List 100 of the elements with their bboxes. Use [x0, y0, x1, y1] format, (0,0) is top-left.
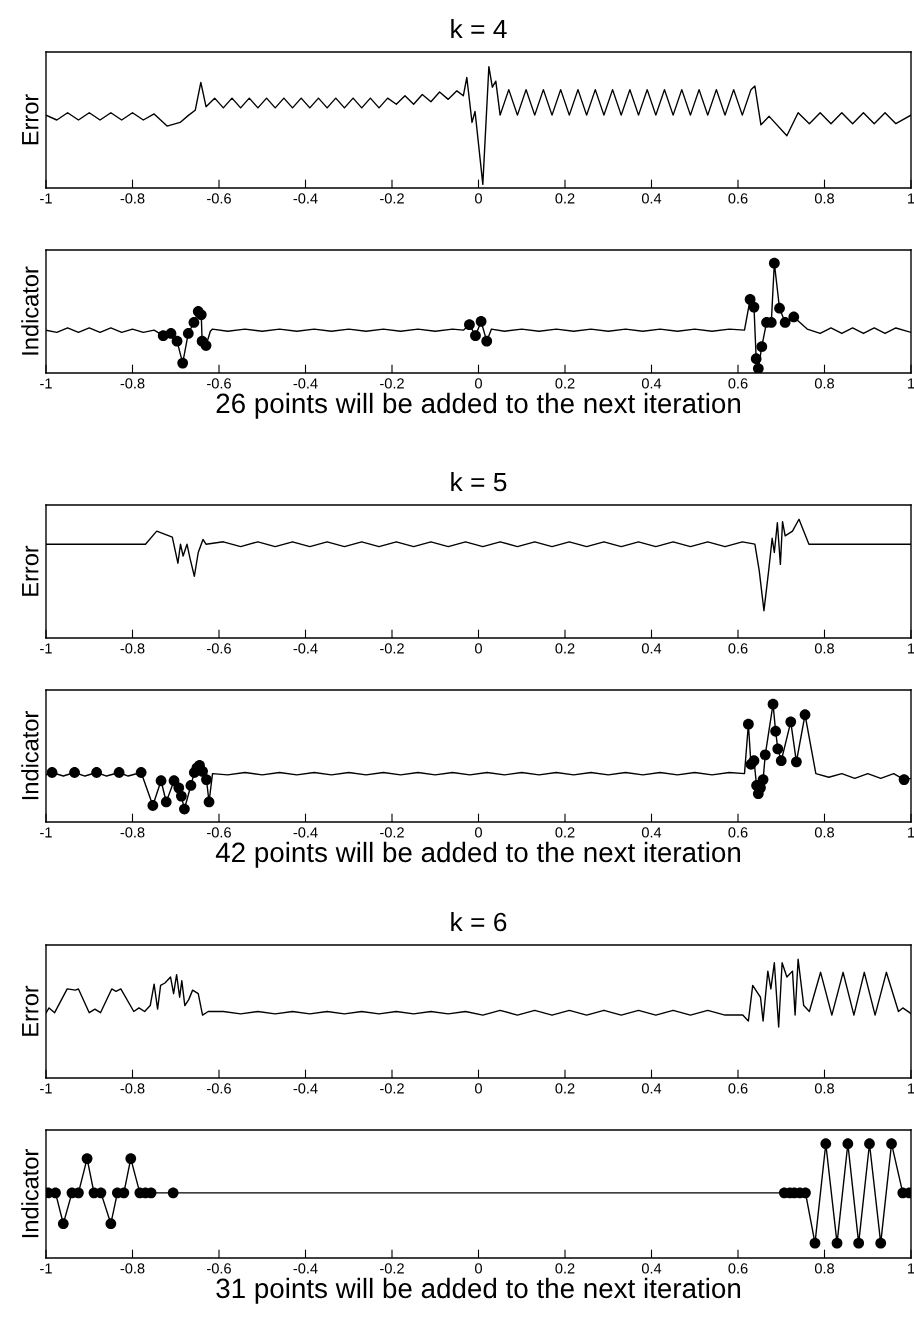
- y-axis-title: Indicator: [21, 1149, 39, 1238]
- x-tick-label: 0: [475, 378, 482, 389]
- x-tick-label: 0.4: [641, 1083, 662, 1094]
- point: [46, 767, 58, 778]
- point: [886, 1138, 897, 1150]
- x-tick-label: 0: [475, 643, 482, 654]
- x-axis-title: 31 points will be added to the next iteration: [216, 1277, 741, 1304]
- point: [831, 1237, 843, 1249]
- x-tick-label: -1: [40, 827, 52, 838]
- x-tick-label: -0.4: [293, 643, 318, 654]
- point: [470, 330, 481, 342]
- x-tick-label: 0.8: [814, 1263, 834, 1274]
- point: [842, 1138, 854, 1150]
- x-tick-label: -1: [40, 643, 52, 654]
- point: [182, 328, 194, 339]
- x-tick-label: 0.2: [555, 1263, 575, 1274]
- x-tick-label: 0.6: [728, 1263, 748, 1274]
- x-tick-label: 0.2: [555, 827, 575, 838]
- x-tick-label: 0.6: [728, 1083, 748, 1094]
- chart-title: k = 4: [451, 18, 507, 39]
- point: [785, 716, 797, 728]
- x-tick-label: 0.8: [814, 1083, 834, 1094]
- x-tick-label: 0.6: [728, 643, 748, 654]
- point: [772, 743, 784, 755]
- x-tick-label: -1: [40, 193, 52, 204]
- x-tick-label: -0.4: [293, 1263, 318, 1274]
- x-tick-label: 0.8: [814, 827, 834, 838]
- x-tick-label: 0.8: [814, 378, 834, 389]
- point: [770, 725, 782, 737]
- x-tick-label: -1: [40, 1263, 52, 1274]
- point: [767, 698, 779, 710]
- point: [820, 1138, 832, 1150]
- x-tick-label: -0.6: [207, 1083, 231, 1094]
- x-tick-label: -0.2: [380, 1083, 404, 1094]
- x-tick-label: 0.4: [641, 1263, 662, 1274]
- y-axis-title: Indicator: [21, 711, 39, 800]
- x-tick-label: -0.8: [120, 1083, 145, 1094]
- point: [481, 335, 493, 347]
- x-tick-label: 0: [475, 193, 482, 204]
- point: [774, 302, 785, 314]
- point: [759, 749, 771, 761]
- x-tick-label: -0.4: [293, 193, 318, 204]
- point: [743, 718, 754, 730]
- point: [171, 335, 183, 347]
- x-axis-title: 26 points will be added to the next iteration: [216, 392, 741, 419]
- x-tick-label: -0.6: [207, 1263, 231, 1274]
- x-tick-label: 0.4: [641, 378, 662, 389]
- x-tick-label: -0.8: [120, 1263, 145, 1274]
- chart-title: k = 6: [451, 911, 507, 932]
- x-tick-label: -0.8: [120, 643, 145, 654]
- point: [69, 767, 80, 778]
- point: [177, 357, 189, 369]
- x-tick-label: -0.6: [207, 643, 231, 654]
- x-tick-label: 0.8: [814, 193, 834, 204]
- x-tick-label: -0.8: [120, 378, 145, 389]
- x-tick-label: 0: [475, 827, 482, 838]
- x-tick-label: -0.4: [293, 378, 318, 389]
- point: [779, 317, 791, 328]
- x-tick-label: -0.2: [380, 378, 404, 389]
- point: [464, 319, 475, 331]
- x-tick-label: 1: [908, 827, 914, 838]
- y-axis-title: Error: [22, 94, 39, 145]
- point: [50, 1187, 61, 1199]
- point: [475, 316, 487, 327]
- point: [775, 755, 787, 767]
- point: [750, 353, 762, 365]
- x-tick-label: -0.6: [207, 378, 231, 389]
- x-tick-label: 0.4: [641, 827, 662, 838]
- point: [105, 1218, 117, 1230]
- point: [768, 257, 780, 269]
- x-tick-label: 0.2: [555, 378, 575, 389]
- x-tick-label: 0.6: [728, 193, 748, 204]
- x-tick-label: 0: [475, 1263, 482, 1274]
- x-tick-label: -0.2: [380, 1263, 404, 1274]
- point: [125, 1153, 137, 1164]
- chart-title: k = 5: [451, 471, 507, 492]
- point: [756, 341, 768, 353]
- x-tick-label: -0.8: [120, 827, 145, 838]
- point: [81, 1153, 93, 1164]
- x-tick-label: 0.6: [728, 378, 748, 389]
- x-tick-label: 1: [908, 643, 914, 654]
- x-tick-label: -0.6: [207, 827, 231, 838]
- x-tick-label: -0.2: [380, 643, 404, 654]
- x-tick-label: 0.4: [641, 643, 662, 654]
- point: [113, 767, 125, 778]
- point: [791, 756, 802, 768]
- x-tick-label: 0.6: [728, 827, 748, 838]
- point: [748, 301, 760, 313]
- point: [201, 774, 212, 785]
- point: [757, 774, 769, 785]
- x-tick-label: 1: [908, 1263, 914, 1274]
- point: [91, 767, 102, 778]
- point: [175, 790, 187, 802]
- x-tick-label: 0.2: [555, 193, 575, 204]
- x-tick-label: -0.2: [380, 827, 404, 838]
- x-tick-label: 1: [908, 378, 914, 389]
- x-tick-label: 1: [908, 193, 914, 204]
- x-tick-label: -0.2: [380, 193, 404, 204]
- point: [165, 328, 177, 339]
- x-tick-label: 1: [908, 1083, 914, 1094]
